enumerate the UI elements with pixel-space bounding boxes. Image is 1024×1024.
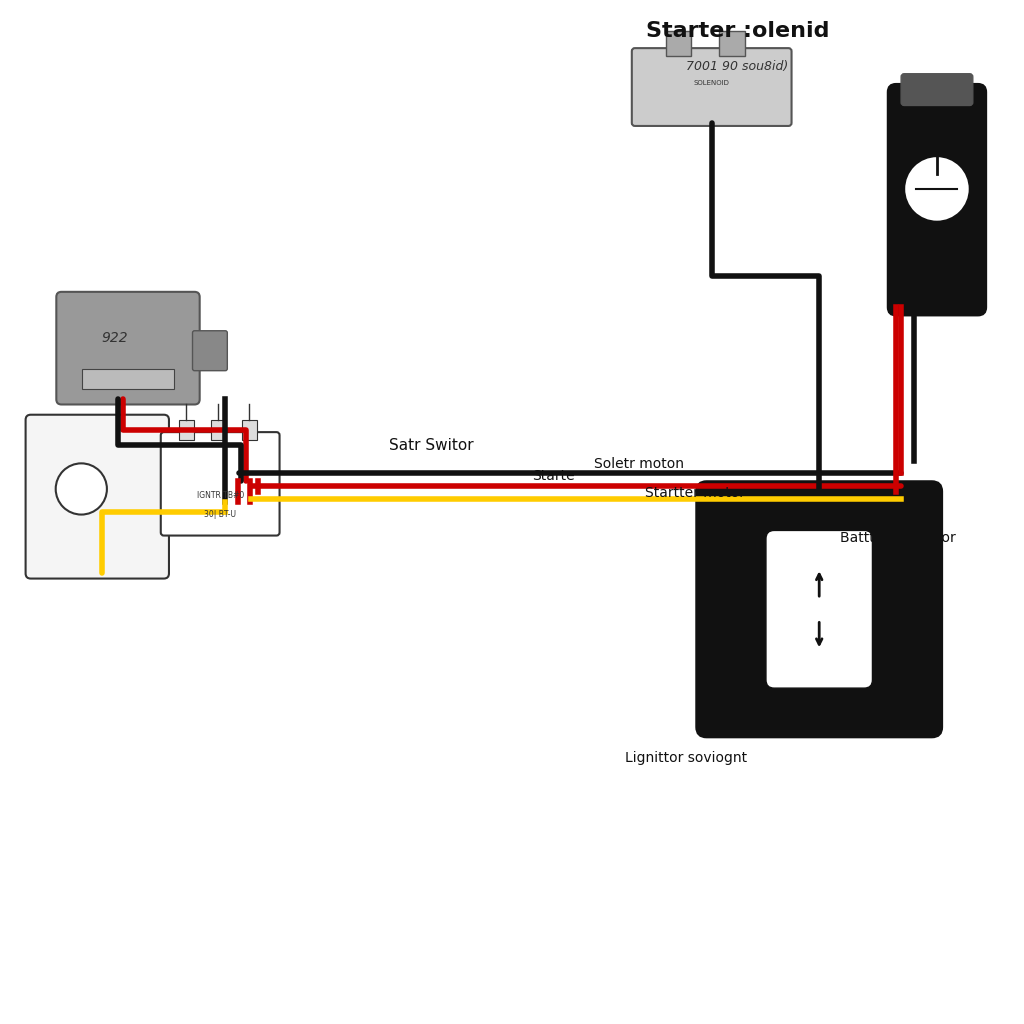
Text: Batttend mentor: Batttend mentor [840,530,955,545]
Text: Starte: Starte [532,469,575,483]
Text: 30| BT-U: 30| BT-U [204,511,237,519]
Circle shape [55,463,106,515]
FancyBboxPatch shape [632,48,792,126]
Text: 922: 922 [101,331,128,345]
FancyBboxPatch shape [766,530,872,688]
Bar [719,31,745,56]
FancyBboxPatch shape [696,481,942,737]
FancyBboxPatch shape [161,432,280,536]
FancyBboxPatch shape [56,292,200,404]
Bar [211,420,225,440]
Text: Soletr moton: Soletr moton [594,457,684,471]
Text: 7001 90 sou8id): 7001 90 sou8id) [686,60,788,73]
Text: Satr Switor: Satr Switor [389,438,474,453]
Bar [82,369,174,389]
FancyBboxPatch shape [901,74,973,105]
FancyBboxPatch shape [193,331,227,371]
Text: IGNTR TB#0: IGNTR TB#0 [197,492,244,500]
FancyBboxPatch shape [888,84,986,315]
FancyBboxPatch shape [26,415,169,579]
Bar [179,420,194,440]
Bar [243,420,257,440]
Text: Startter motor: Startter motor [645,485,745,500]
Text: Starter :olenid: Starter :olenid [645,20,829,41]
Circle shape [906,158,968,220]
Bar [666,31,691,56]
Text: Lignittor soviognt: Lignittor soviognt [625,751,746,765]
Text: SOLENOID: SOLENOID [693,81,730,86]
